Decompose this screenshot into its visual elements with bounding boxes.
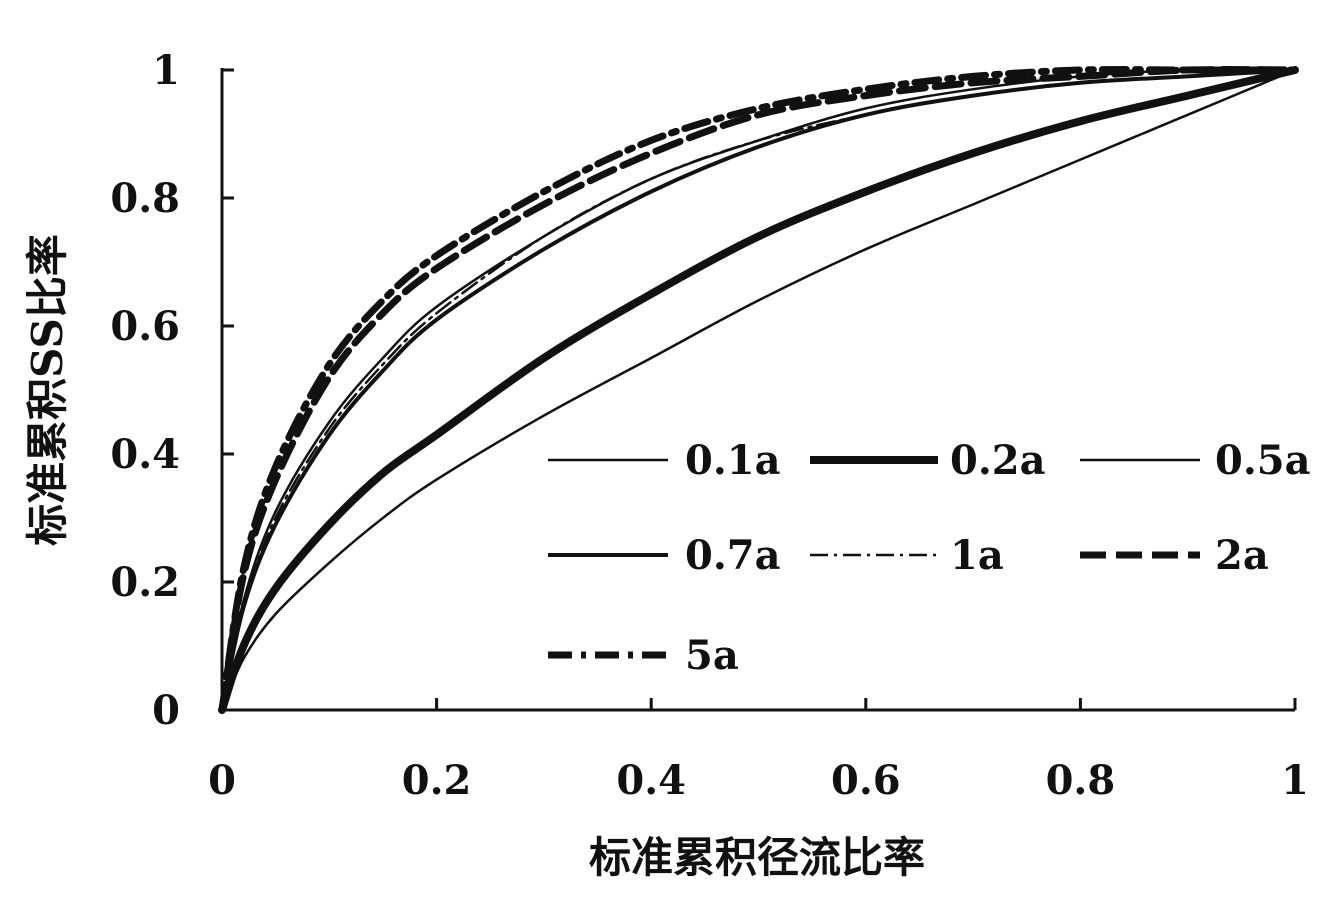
legend-label: 1a bbox=[950, 532, 1004, 579]
series-line-2a bbox=[218, 66, 1299, 714]
series-line-0.2a bbox=[218, 66, 1299, 714]
x-axis-title: 标准累积径流比率 bbox=[589, 833, 925, 882]
y-tick-label: 0.8 bbox=[110, 175, 180, 222]
legend-label: 2a bbox=[1215, 532, 1269, 579]
series-line-0.1a bbox=[220, 68, 1297, 712]
series-line-1a bbox=[220, 68, 1297, 712]
series-line-0.5a bbox=[220, 68, 1297, 712]
x-tick-label: 0.4 bbox=[616, 757, 686, 804]
x-tick-label: 0 bbox=[208, 757, 236, 804]
y-axis-title: 标准累积SS比率 bbox=[23, 234, 72, 546]
y-tick-label: 0.4 bbox=[110, 431, 180, 478]
y-tick-label: 0.6 bbox=[110, 303, 180, 350]
series-line-5a bbox=[218, 66, 1299, 714]
x-tick-label: 0.6 bbox=[831, 757, 901, 804]
x-tick-label: 0.8 bbox=[1046, 757, 1116, 804]
legend-label: 0.7a bbox=[685, 532, 781, 579]
y-tick-label: 0 bbox=[152, 687, 180, 734]
legend: 0.1a 0.2a 0.5a 0.7a 1a 2a 5a bbox=[548, 437, 1311, 679]
legend-label: 0.1a bbox=[685, 437, 781, 484]
y-tick-label: 0.2 bbox=[110, 559, 180, 606]
legend-label: 0.5a bbox=[1215, 437, 1311, 484]
legend-label: 5a bbox=[685, 632, 739, 679]
y-tick-label: 1 bbox=[152, 47, 180, 94]
series-layer bbox=[218, 66, 1299, 714]
axes: 0 0.2 0.4 0.6 0.8 1 0 0.2 0.4 0.6 0.8 1 bbox=[110, 47, 1309, 804]
x-tick-label: 0.2 bbox=[402, 757, 472, 804]
x-tick-label: 1 bbox=[1281, 757, 1309, 804]
series-line-0.7a bbox=[220, 68, 1297, 712]
legend-label: 0.2a bbox=[950, 437, 1046, 484]
